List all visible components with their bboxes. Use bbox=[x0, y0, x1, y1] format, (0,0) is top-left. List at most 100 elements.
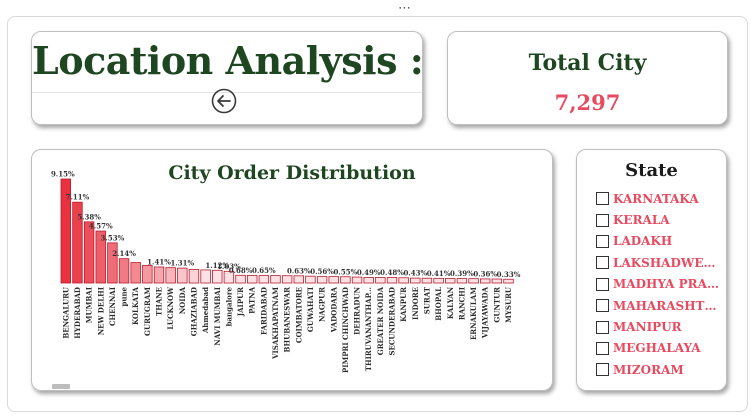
bar-bhubaneswar[interactable] bbox=[281, 275, 293, 284]
data-label: 0.36% bbox=[473, 269, 497, 278]
state-checkbox[interactable] bbox=[596, 213, 609, 227]
data-label: 9.15% bbox=[51, 170, 75, 179]
state-checkbox[interactable] bbox=[596, 320, 609, 334]
data-label: 5.38% bbox=[77, 212, 101, 221]
x-tick-label: BENGALURU bbox=[61, 287, 70, 339]
state-checkbox[interactable] bbox=[596, 192, 609, 206]
bar-guntur[interactable] bbox=[491, 278, 503, 284]
bar-mumbai[interactable] bbox=[83, 221, 95, 284]
bar-pimpri-chinchwad[interactable] bbox=[340, 276, 351, 284]
x-tick-label: NOIDA bbox=[178, 286, 187, 314]
kpi-label: Total City bbox=[528, 50, 647, 76]
state-checkbox[interactable] bbox=[596, 277, 609, 291]
bar-jaipur[interactable] bbox=[235, 274, 246, 284]
x-tick-label: GREATER NOIDA bbox=[376, 286, 385, 355]
state-item[interactable]: LAKSHADWEEP bbox=[596, 252, 724, 273]
data-label: 3.53% bbox=[101, 233, 125, 242]
data-label: 0.68% bbox=[229, 266, 253, 275]
x-tick-label: SECUNDERABAD bbox=[388, 287, 397, 356]
more-options-icon[interactable]: ⋯ bbox=[398, 1, 412, 16]
bar-bhopal[interactable] bbox=[433, 277, 444, 284]
chart-scrollbar-thumb[interactable] bbox=[52, 384, 70, 389]
x-tick-label: GURUGRAM bbox=[143, 287, 152, 336]
state-checkbox[interactable] bbox=[596, 256, 609, 270]
bar-lucknow[interactable] bbox=[165, 267, 176, 284]
data-label: 1.31% bbox=[170, 259, 194, 268]
state-checkbox[interactable] bbox=[596, 234, 609, 248]
bar-chennai[interactable] bbox=[107, 242, 118, 284]
bar-thane[interactable] bbox=[153, 266, 165, 284]
x-tick-label: MUMBAI bbox=[85, 287, 94, 323]
state-item[interactable]: MAHARASHTRA bbox=[596, 295, 724, 316]
x-tick-label: JAIPUR bbox=[236, 287, 245, 317]
data-label: 4.57% bbox=[89, 222, 113, 231]
state-item[interactable]: MADHYA PRADE... bbox=[596, 274, 724, 295]
x-tick-label: PATNA bbox=[248, 286, 257, 313]
bar-surat[interactable] bbox=[421, 277, 433, 284]
data-label: 1.41% bbox=[147, 257, 171, 266]
kpi-card-total-city: Total City 7,297 bbox=[447, 31, 728, 125]
bar-bengaluru[interactable] bbox=[60, 178, 72, 284]
state-label: MANIPUR bbox=[613, 320, 682, 335]
data-label: 0.65% bbox=[252, 266, 276, 275]
state-checkbox[interactable] bbox=[596, 299, 609, 313]
circle-arrow-left-icon[interactable] bbox=[211, 88, 237, 114]
state-label: MADHYA PRADE... bbox=[613, 277, 721, 292]
state-label: KERALA bbox=[613, 213, 670, 228]
state-item[interactable]: KARNATAKA bbox=[596, 188, 724, 209]
bar-kalyan[interactable] bbox=[445, 278, 456, 284]
state-label: MIZORAM bbox=[613, 362, 684, 377]
city-order-bar-chart: 9.15% 7.11% 5.38%4.57% 3.53% 2.14% 1.41% 1.31%… bbox=[51, 170, 521, 374]
bar-secunderabad[interactable] bbox=[386, 277, 398, 284]
bar-hyderabad[interactable] bbox=[72, 201, 83, 284]
bar-noida[interactable] bbox=[177, 267, 188, 284]
bar-vijayawada[interactable] bbox=[479, 278, 491, 284]
bar-coimbatore[interactable] bbox=[293, 275, 305, 284]
bar-faridabad[interactable] bbox=[258, 275, 270, 284]
x-tick-label: BHUBANESWAR bbox=[283, 287, 292, 353]
state-item[interactable]: MIZORAM bbox=[596, 359, 724, 380]
bar-visakhapatnam[interactable] bbox=[270, 275, 281, 284]
data-label: 1.12% bbox=[205, 261, 229, 270]
bar-kanpur[interactable] bbox=[398, 277, 409, 284]
bar-navi-mumbai[interactable] bbox=[212, 269, 223, 284]
bar-gurugram[interactable] bbox=[142, 264, 153, 284]
state-checkbox[interactable] bbox=[596, 341, 609, 355]
bar-ranchi[interactable] bbox=[456, 278, 468, 284]
bar-dehradun[interactable] bbox=[351, 276, 363, 284]
bar-patna[interactable] bbox=[246, 274, 258, 284]
state-item[interactable]: KERALA bbox=[596, 209, 724, 230]
state-checkbox[interactable] bbox=[596, 363, 609, 377]
bar-nagpur[interactable] bbox=[316, 276, 328, 284]
bar-pune[interactable] bbox=[118, 258, 130, 284]
x-tick-label: INDORE bbox=[411, 287, 420, 320]
x-tick-label: BHOPAL bbox=[434, 287, 443, 321]
data-label: 0.41% bbox=[427, 269, 451, 278]
back-button[interactable] bbox=[211, 88, 237, 114]
state-item[interactable]: MANIPUR bbox=[596, 316, 724, 337]
state-label: MAHARASHTRA bbox=[613, 298, 721, 313]
state-item[interactable]: LADAKH bbox=[596, 231, 724, 252]
state-slicer: State KARNATAKA KERALA LADAKH LAKSHADWEEP MA… bbox=[576, 149, 727, 391]
x-tick-label: THANE bbox=[155, 287, 164, 316]
bar-vadodara[interactable] bbox=[328, 276, 339, 284]
x-tick-label: CHENNAI bbox=[108, 287, 117, 326]
bar-guwahati[interactable] bbox=[305, 275, 316, 284]
bar-kolkata[interactable] bbox=[130, 262, 141, 284]
bar-ahmedabad[interactable] bbox=[200, 269, 211, 284]
x-tick-label: NAVI MUMBAI bbox=[213, 287, 222, 346]
bar-new-delhi[interactable] bbox=[95, 230, 106, 284]
bar-greater-noida[interactable] bbox=[375, 277, 386, 284]
data-label: 0.55% bbox=[334, 267, 358, 276]
bar-indore[interactable] bbox=[410, 277, 421, 284]
bar-ghaziabad[interactable] bbox=[188, 268, 200, 284]
data-label: 0.63% bbox=[287, 266, 311, 275]
state-item[interactable]: MEGHALAYA bbox=[596, 338, 724, 359]
chart-scrollbar-track[interactable] bbox=[50, 384, 550, 389]
bar-mysuru[interactable] bbox=[503, 278, 514, 284]
x-tick-label: KANPUR bbox=[399, 287, 408, 322]
bar-thiruvananthap-[interactable] bbox=[363, 277, 374, 284]
bar-bangalore[interactable] bbox=[223, 270, 235, 284]
bar-ernakulam[interactable] bbox=[468, 278, 479, 284]
state-label: LADAKH bbox=[613, 234, 673, 249]
